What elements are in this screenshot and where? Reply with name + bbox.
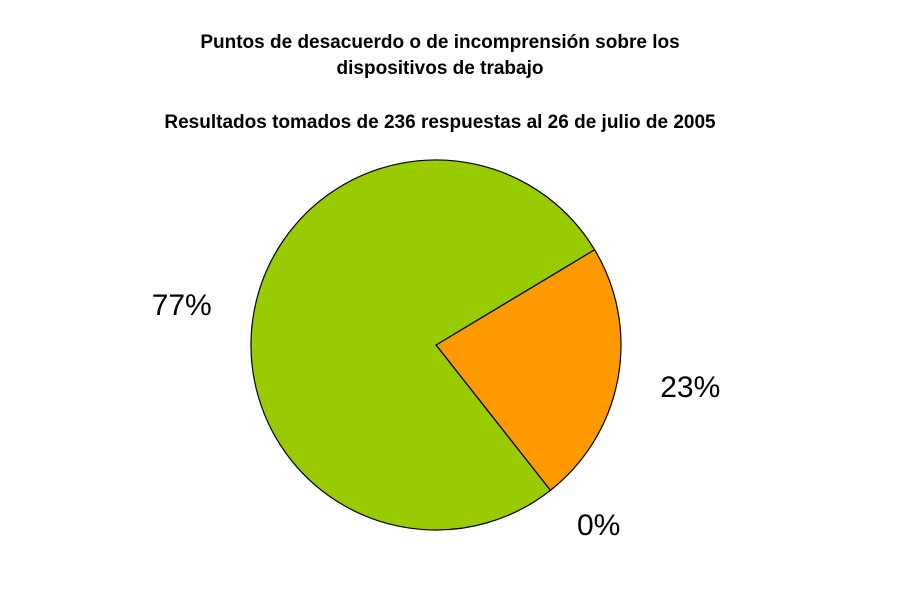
pie-label-0: 23% [660, 371, 720, 404]
pie-label-2: 77% [152, 289, 212, 322]
chart-title-line-1: Puntos de desacuerdo o de incomprensión … [200, 32, 679, 53]
chart-title-line-2: dispositivos de trabajo [337, 58, 544, 79]
pie-slice-0 [435, 248, 622, 492]
pie-label-1: 0% [577, 509, 620, 542]
chart-subtitle: Resultados tomados de 236 respuestas al … [164, 112, 716, 133]
pie-labels: 23% 0% 77% [152, 289, 721, 542]
pie-slice-2 [250, 159, 596, 531]
pie-slices [250, 159, 622, 531]
